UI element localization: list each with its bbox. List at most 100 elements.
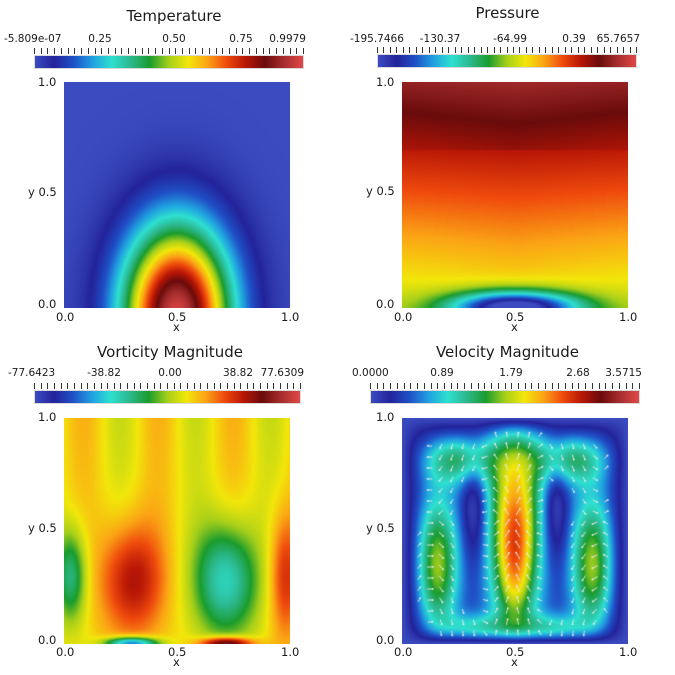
colorbar-minor-tick (428, 47, 430, 53)
x-tick-label: 0.5 (506, 645, 525, 659)
x-tick-label: 0.5 (168, 645, 187, 659)
colorbar-minor-tick (133, 383, 135, 389)
x-axis-title: x (511, 320, 518, 334)
colorbar-minor-tick (128, 48, 130, 54)
colorbar-minor-tick (538, 47, 540, 53)
colorbar-minor-tick (161, 48, 163, 54)
colorbar-minor-tick (107, 383, 109, 389)
y-tick-label: y 0.5 (28, 521, 57, 535)
colorbar-minor-tick (410, 383, 412, 389)
colorbar-minor-tick (276, 48, 278, 54)
colorbar-minor-tick (202, 48, 204, 54)
colorbar-minor-tick (208, 48, 210, 54)
colorbar-minor-tick (370, 383, 371, 389)
colorbar-minor-tick (240, 383, 242, 389)
colorbar-minor-tick (564, 47, 566, 53)
colorbar-tick-label: 0.50 (162, 33, 186, 45)
colorbar-minor-tick (376, 383, 378, 389)
colorbar-minor-tick (500, 47, 502, 53)
colorbar-minor-tick (193, 383, 195, 389)
colorbar-minor-tick (296, 48, 298, 54)
x-tick-label: 0.5 (506, 310, 525, 324)
colorbar-minor-tick (415, 47, 417, 53)
colorbar-minor-tick (383, 47, 385, 53)
colorbar-tick-label: 65.7657 (596, 33, 640, 45)
colorbar-tick-label: 0.00 (158, 367, 182, 379)
colorbar-minor-tick (87, 383, 89, 389)
colorbar-minor-tick (300, 383, 301, 389)
y-tick-label: 1.0 (376, 75, 395, 89)
y-tick-label: y 0.5 (366, 521, 395, 535)
colorbar-minor-tick (47, 383, 49, 389)
colorbar-minor-tick (260, 383, 262, 389)
x-tick-label: 0.0 (56, 310, 75, 324)
colorbar-tick-label: 0.89 (430, 367, 454, 379)
colorbar-minor-tick (571, 383, 573, 389)
colorbar-minor-tick (511, 383, 513, 389)
colorbar-minor-tick (461, 47, 463, 53)
colorbar-minor-tick (101, 48, 103, 54)
colorbar-minor-tick (544, 383, 546, 389)
colorbar-minor-tick (423, 383, 425, 389)
colorbar-minor-tick (34, 48, 35, 54)
colorbar-minor-tick (396, 383, 398, 389)
colorbar-minor-tick (40, 48, 42, 54)
velocity-panel: Velocity Magnitude 0.0000 0.89 1.79 2.68… (340, 340, 675, 675)
colorbar-minor-tick (551, 47, 553, 53)
colorbar-minor-tick (53, 383, 55, 389)
colorbar-minor-tick (74, 48, 76, 54)
colorbar-minor-tick (222, 48, 224, 54)
colorbar-minor-tick (390, 383, 392, 389)
colorbar-minor-tick (504, 383, 506, 389)
y-tick-label: 1.0 (38, 410, 57, 424)
colorbar-minor-tick (487, 47, 489, 53)
colorbar-minor-tick (558, 47, 560, 53)
pressure-panel: Pressure -195.7466 -130.37 -64.99 0.39 6… (340, 0, 675, 340)
colorbar-minor-tick (293, 383, 295, 389)
colorbar-minor-tick (134, 48, 136, 54)
colorbar-minor-tick (585, 383, 587, 389)
colorbar-minor-tick (441, 47, 443, 53)
colorbar-minor-tick (402, 47, 404, 53)
colorbar-minor-tick (114, 48, 116, 54)
colorbar-tick-labels: -77.6423 -38.82 0.00 38.82 77.6309 (8, 367, 304, 381)
colorbar-minor-tick (280, 383, 282, 389)
colorbar-minor-tick (269, 48, 271, 54)
colorbar-minor-tick (173, 383, 175, 389)
colorbar-minor-tick (253, 383, 255, 389)
colorbar-minor-tick (577, 47, 579, 53)
colorbar-minor-tick (571, 47, 573, 53)
colorbar-minor-tick (242, 48, 244, 54)
colorbar-tick-label: 0.9979 (269, 33, 306, 45)
colorbar-minor-tick (226, 383, 228, 389)
colorbar-minor-tick (506, 47, 508, 53)
colorbar-minor-tick (597, 47, 599, 53)
colorbar-minor-tick (235, 48, 237, 54)
colorbar-minor-tick (578, 383, 580, 389)
vorticity-panel: Vorticity Magnitude -77.6423 -38.82 0.00… (0, 340, 340, 675)
colorbar-minor-tick (273, 383, 275, 389)
x-axis-title: x (173, 320, 180, 334)
x-tick-label: 0.0 (394, 645, 413, 659)
colorbar-minor-tick (249, 48, 251, 54)
colorbar-minor-tick (565, 383, 567, 389)
colorbar-minor-ticks (34, 48, 304, 54)
x-axis-title: x (511, 655, 518, 669)
colorbar-minor-tick (422, 47, 424, 53)
colorbar-minor-tick (93, 383, 95, 389)
colorbar-minor-tick (94, 48, 96, 54)
colorbar-minor-tick (200, 383, 202, 389)
panel-title: Vorticity Magnitude (97, 343, 243, 361)
colorbar-tick-label: -5.809e-07 (4, 33, 62, 45)
colorbar-minor-tick (430, 383, 432, 389)
colorbar-minor-tick (229, 48, 231, 54)
colorbar-minor-tick (121, 48, 123, 54)
colorbar-tick-label: -77.6423 (8, 367, 56, 379)
colorbar-tick-label: -38.82 (87, 367, 121, 379)
colorbar-minor-tick (484, 383, 486, 389)
colorbar-minor-ticks (34, 383, 301, 389)
colorbar-minor-tick (409, 47, 411, 53)
colorbar-minor-tick (54, 48, 56, 54)
colorbar-tick-label: 1.79 (499, 367, 523, 379)
colorbar-minor-tick (435, 47, 437, 53)
